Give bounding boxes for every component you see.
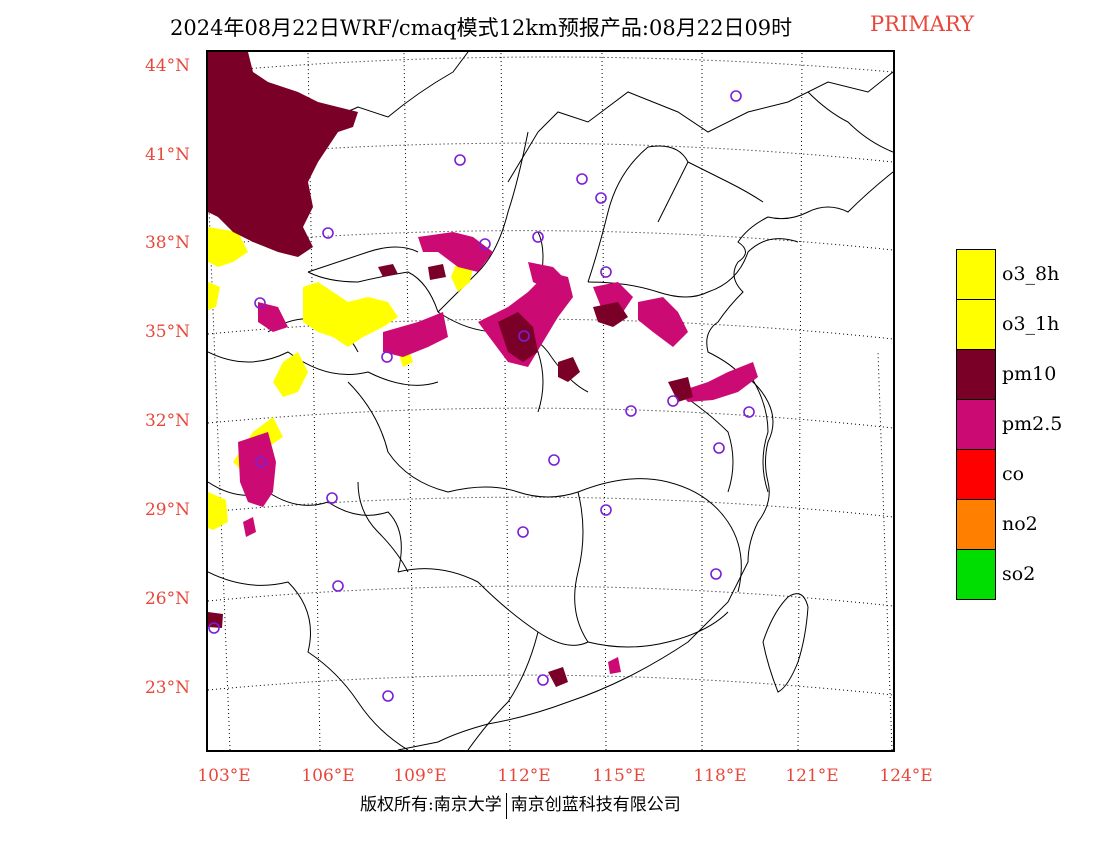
forecast-map[interactable]: [206, 50, 895, 752]
map-title-bar: 2024年08月22日WRF/cmaq模式12km预报产品:08月22日09时 …: [0, 12, 1100, 42]
lat-label-32n: 32°N: [144, 411, 190, 431]
map-canvas: [208, 52, 893, 750]
lat-label-35n: 35°N: [144, 322, 190, 342]
lat-label-29n: 29°N: [144, 500, 190, 520]
pollutant-tag: PRIMARY: [870, 12, 974, 36]
legend-label-o3-1h: o3_1h: [1002, 313, 1060, 335]
lat-label-44n: 44°N: [144, 56, 190, 76]
legend-swatch-so2: [956, 549, 996, 600]
lon-label-115e: 115°E: [592, 766, 646, 786]
legend-swatch-o3-1h: [956, 299, 996, 350]
legend-label-so2: so2: [1002, 563, 1036, 585]
lon-label-124e: 124°E: [879, 766, 933, 786]
lat-label-38n: 38°N: [144, 233, 190, 253]
legend-label-o3-8h: o3_8h: [1002, 263, 1060, 285]
legend-label-no2: no2: [1002, 513, 1038, 535]
legend-swatch-o3-8h: [956, 249, 996, 300]
lat-label-23n: 23°N: [144, 678, 190, 698]
legend-swatch-pm25: [956, 399, 996, 450]
legend-label-pm10: pm10: [1002, 363, 1057, 385]
footer-divider: [505, 792, 507, 819]
map-title: 2024年08月22日WRF/cmaq模式12km预报产品:08月22日09时: [170, 16, 793, 40]
legend-label-pm25: pm2.5: [1002, 413, 1063, 435]
legend-swatch-no2: [956, 499, 996, 550]
city-markers: [208, 90, 755, 702]
lon-label-103e: 103°E: [197, 766, 251, 786]
legend-swatch-pm10: [956, 349, 996, 400]
copyright-footer: 版权所有:南京大学 南京创蓝科技有限公司: [360, 790, 681, 819]
legend-label-co: co: [1002, 463, 1025, 485]
copyright-owner: 版权所有:南京大学: [360, 795, 502, 815]
legend-swatch-co: [956, 449, 996, 500]
lat-label-26n: 26°N: [144, 589, 190, 609]
longitude-gridlines: [208, 52, 893, 750]
lon-label-118e: 118°E: [693, 766, 747, 786]
lon-label-112e: 112°E: [497, 766, 551, 786]
copyright-company: 南京创蓝科技有限公司: [510, 795, 681, 815]
lon-label-121e: 121°E: [785, 766, 839, 786]
pm10-areas: [208, 52, 693, 687]
lat-label-41n: 41°N: [144, 145, 190, 165]
coastline: [397, 91, 893, 750]
lon-label-106e: 106°E: [301, 766, 355, 786]
lon-label-109e: 109°E: [393, 766, 447, 786]
